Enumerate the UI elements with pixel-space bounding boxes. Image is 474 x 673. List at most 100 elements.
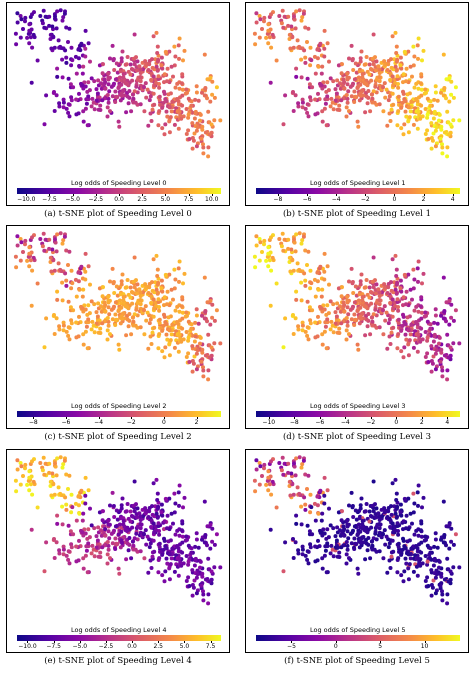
- scatter-point: [401, 91, 406, 96]
- scatter-point: [316, 91, 320, 96]
- scatter-point: [55, 9, 60, 14]
- scatter-point: [132, 312, 137, 317]
- scatter-point: [326, 311, 331, 316]
- scatter-point: [142, 109, 147, 114]
- scatter-point: [143, 304, 148, 309]
- scatter-point: [28, 35, 33, 40]
- scatter-point: [351, 291, 356, 295]
- scatter-point: [212, 565, 217, 570]
- scatter-point: [402, 569, 407, 574]
- scatter-point: [86, 488, 91, 493]
- scatter-point: [326, 88, 331, 93]
- scatter-point: [292, 14, 296, 19]
- scatter-point: [419, 326, 424, 331]
- scatter-point: [439, 313, 443, 318]
- scatter-point: [364, 502, 369, 506]
- scatter-point: [167, 566, 172, 571]
- scatter-point: [186, 562, 191, 567]
- scatter-point: [91, 323, 96, 328]
- scatter-point: [61, 547, 66, 552]
- scatter-point: [296, 324, 301, 329]
- scatter-point: [374, 537, 379, 542]
- scatter-point: [262, 238, 267, 243]
- scatter-point: [180, 72, 185, 77]
- scatter-point: [114, 508, 119, 513]
- scatter-point: [359, 272, 364, 277]
- scatter-point: [280, 455, 285, 460]
- scatter-point: [173, 54, 178, 59]
- scatter-point: [357, 292, 362, 297]
- colorbar-tickmark: [211, 194, 213, 196]
- scatter-point: [333, 534, 338, 539]
- scatter-point: [391, 83, 396, 88]
- scatter-point: [14, 489, 19, 494]
- scatter-point: [202, 275, 207, 280]
- scatter-point: [339, 98, 344, 103]
- scatter-point: [185, 313, 189, 318]
- scatter-point: [394, 491, 399, 496]
- scatter-point: [265, 31, 270, 36]
- scatter-point: [327, 282, 331, 287]
- scatter-point: [444, 77, 449, 82]
- scatter-point: [105, 561, 110, 566]
- scatter-point: [159, 502, 164, 507]
- scatter-point: [169, 109, 174, 114]
- scatter-point: [438, 359, 443, 364]
- scatter-point: [438, 136, 443, 141]
- scatter-point: [353, 284, 358, 289]
- scatter-point: [406, 105, 411, 110]
- scatter-point: [344, 561, 349, 566]
- scatter-point: [173, 532, 178, 537]
- scatter-point: [305, 549, 310, 554]
- scatter-point: [114, 284, 119, 289]
- scatter-point: [170, 546, 175, 551]
- scatter-point: [194, 351, 199, 356]
- scatter-point: [55, 513, 60, 518]
- scatter-point: [421, 495, 426, 500]
- scatter-point: [440, 365, 444, 370]
- scatter-point: [194, 367, 199, 372]
- scatter-point: [125, 502, 130, 506]
- scatter-point: [100, 321, 105, 326]
- scatter-point: [125, 529, 129, 533]
- scatter-point: [349, 541, 354, 546]
- scatter-point: [67, 473, 72, 478]
- colorbar-tick-label: −2.5: [88, 196, 104, 203]
- scatter-point: [99, 81, 103, 86]
- scatter-point: [412, 532, 417, 537]
- colorbar-tickmark: [307, 194, 308, 196]
- scatter-point: [177, 36, 182, 41]
- scatter-point: [388, 301, 393, 305]
- scatter-point: [181, 505, 185, 510]
- scatter-point: [27, 251, 32, 256]
- colorbar-tick-label: −7.5: [42, 196, 57, 203]
- scatter-point: [69, 321, 74, 326]
- scatter-point: [320, 332, 325, 337]
- scatter-point: [195, 572, 200, 577]
- scatter-point: [424, 537, 428, 542]
- colorbar-tick-label: 5: [378, 643, 383, 650]
- scatter-point: [415, 266, 420, 271]
- scatter-point: [192, 354, 197, 359]
- scatter-point: [330, 547, 335, 552]
- scatter-point: [173, 85, 178, 90]
- scatter-point: [295, 261, 300, 266]
- scatter-point: [294, 456, 299, 461]
- scatter-point: [159, 63, 164, 68]
- scatter-point: [267, 258, 272, 263]
- scatter-point: [329, 319, 334, 324]
- scatter-point: [162, 538, 167, 543]
- scatter-point: [300, 97, 305, 102]
- scatter-point: [394, 51, 399, 55]
- scatter-point: [337, 103, 342, 108]
- colorbar-tick-label: −6: [315, 419, 325, 426]
- scatter-point: [58, 267, 63, 272]
- scatter-point: [420, 281, 424, 286]
- scatter-point: [209, 122, 214, 127]
- scatter-point: [360, 519, 365, 523]
- scatter-point: [329, 543, 334, 548]
- scatter-point: [120, 496, 125, 501]
- colorbar-tick-label: −2.5: [98, 643, 114, 650]
- scatter-point: [86, 317, 91, 322]
- scatter-point: [57, 101, 62, 106]
